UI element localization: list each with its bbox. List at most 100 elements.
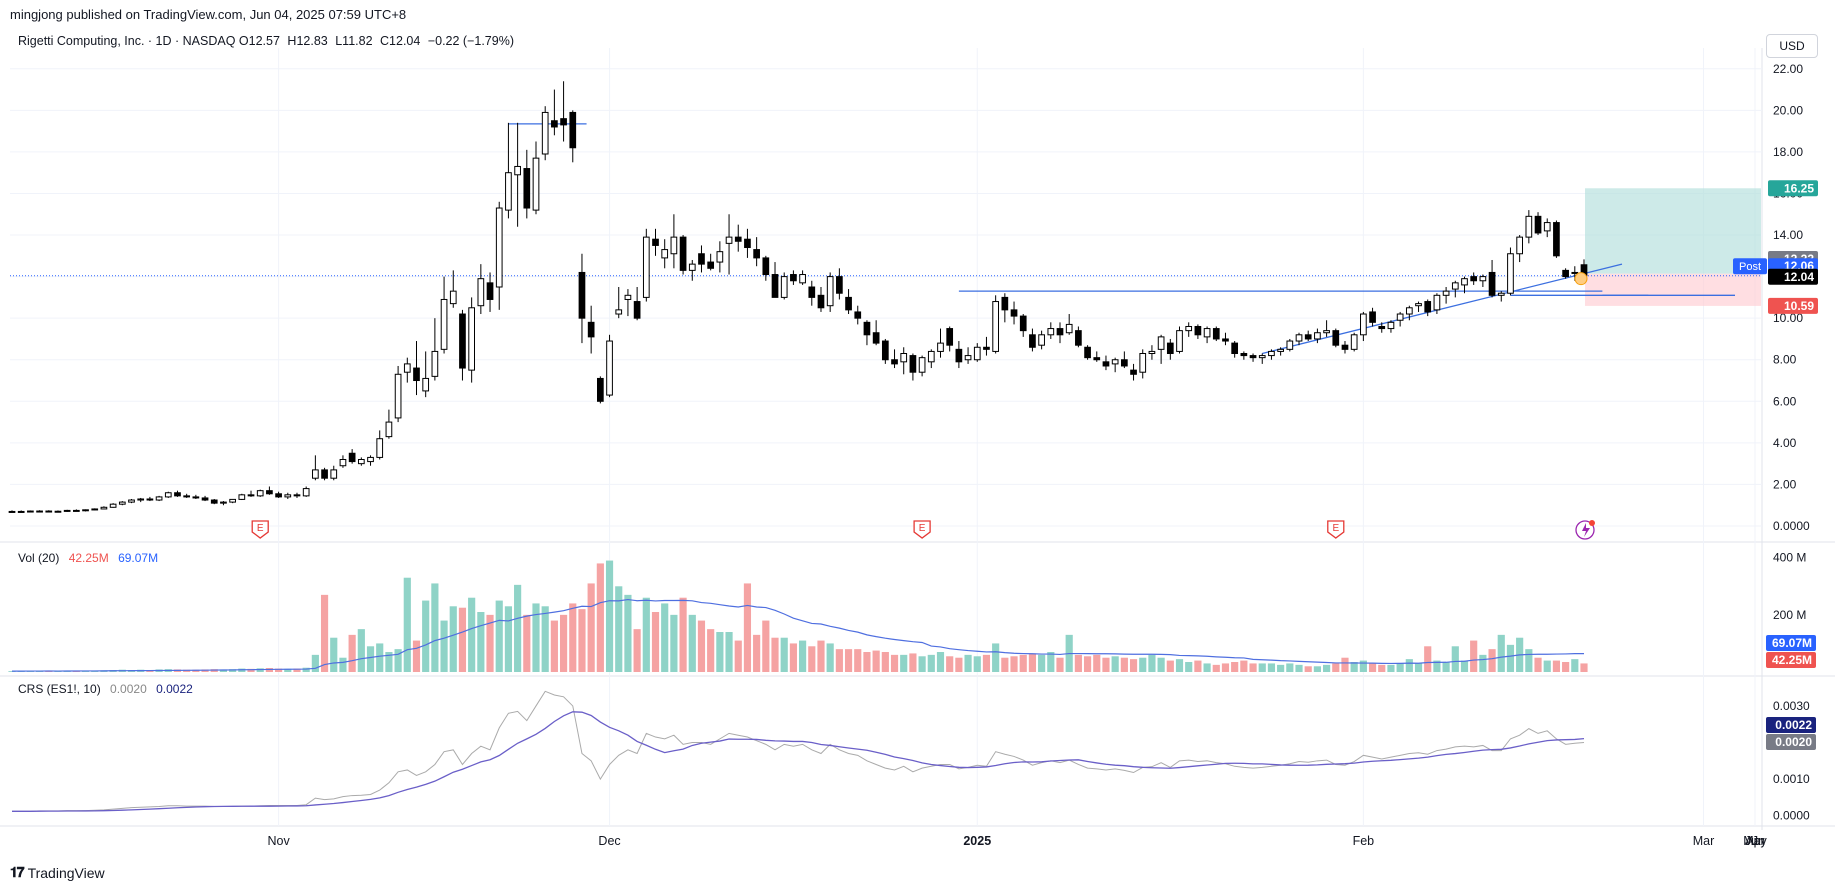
candle <box>27 510 34 513</box>
time-tick-label: Dec <box>598 834 620 848</box>
volume-legend[interactable]: Vol (20) 42.25M 69.07M <box>18 551 158 565</box>
crs-ma-label-bg <box>1766 717 1816 733</box>
volume-bar <box>366 646 375 672</box>
candle <box>872 332 880 344</box>
candle <box>275 493 282 498</box>
volume-bar <box>275 668 283 672</box>
candle <box>137 498 145 501</box>
candle <box>780 276 788 298</box>
volume-bar <box>1488 649 1496 672</box>
candle <box>836 276 843 294</box>
candle <box>688 263 696 271</box>
volume-bar <box>872 650 880 672</box>
earnings-mark: E <box>1332 523 1339 534</box>
candle <box>422 377 430 392</box>
candle <box>983 346 990 350</box>
volume-bar <box>339 657 347 672</box>
candle <box>845 296 852 311</box>
candle <box>495 207 503 288</box>
volume-ma-line <box>12 598 1584 672</box>
earnings-icon <box>251 520 269 539</box>
candle <box>477 278 485 307</box>
candle <box>1093 357 1101 361</box>
volume-bar <box>1148 654 1156 672</box>
volume-bar <box>1038 654 1046 672</box>
candle <box>1047 328 1055 336</box>
candle <box>725 236 733 244</box>
candle <box>560 118 567 126</box>
time-tick-label: 2025 <box>963 834 991 848</box>
brand[interactable]: 𝟏𝟕 TradingView <box>10 864 105 881</box>
candle <box>146 498 154 501</box>
volume-bar <box>385 652 393 672</box>
candle <box>1194 325 1202 336</box>
symbol-label[interactable]: Rigetti Computing, Inc. · 1D · NASDAQ <box>18 34 236 48</box>
volume-bar <box>679 597 687 672</box>
candle <box>790 274 797 282</box>
last-price-label: 12.04 <box>1784 270 1814 284</box>
volume-bar <box>1341 657 1349 672</box>
volume-bar <box>1497 634 1505 672</box>
candle <box>1415 303 1422 307</box>
candle <box>1553 222 1560 257</box>
brand-name: TradingView <box>27 864 105 881</box>
candle <box>1360 313 1367 336</box>
volume-bar <box>927 654 935 672</box>
volume-bar <box>449 606 457 672</box>
volume-bar <box>422 600 430 672</box>
crs-tick-label: 0.0000 <box>1773 809 1810 823</box>
volume-bar <box>1543 660 1551 672</box>
volume-bar <box>780 637 788 672</box>
candle <box>633 301 641 319</box>
volume-bar <box>1047 652 1055 672</box>
volume-bar <box>1139 657 1147 672</box>
volume-bar <box>1028 653 1037 672</box>
candle <box>1203 328 1211 338</box>
candle <box>909 355 917 373</box>
candle <box>1084 346 1091 359</box>
volume-bar <box>403 577 411 672</box>
volume-bar <box>192 669 200 672</box>
crs-ma-label: 0.0022 <box>1775 718 1812 732</box>
candle <box>1479 276 1487 282</box>
candle <box>54 510 62 513</box>
candle <box>1130 369 1137 375</box>
target-price-label-bg <box>1768 180 1818 197</box>
volume-bar <box>486 614 494 672</box>
currency-button[interactable]: USD <box>1766 34 1818 58</box>
candle <box>164 492 172 498</box>
alert-marker-icon <box>1574 272 1588 286</box>
crs-legend[interactable]: CRS (ES1!, 10) 0.0020 0.0022 <box>18 682 193 696</box>
volume-bar <box>624 594 632 672</box>
volume-bar <box>1074 654 1082 672</box>
lightning-icon <box>1582 523 1590 537</box>
time-tick-label: Jun <box>1745 834 1765 848</box>
candle <box>247 494 255 497</box>
volume-bar <box>716 632 724 672</box>
candle <box>1102 361 1110 367</box>
volume-bar <box>1277 664 1285 672</box>
volume-bar <box>854 649 862 672</box>
candle <box>266 490 273 495</box>
crs-title: CRS (ES1!, 10) <box>18 682 101 696</box>
volume-ma-label-bg <box>1766 635 1816 651</box>
candle <box>1166 342 1174 355</box>
candle <box>541 111 549 155</box>
volume-bar <box>1424 646 1432 672</box>
candle <box>256 490 264 497</box>
volume-bar <box>734 640 742 672</box>
low-value: L11.82 <box>335 34 373 48</box>
volume-tick-label: 200 M <box>1773 608 1806 622</box>
candle <box>753 249 760 259</box>
volume-bar <box>320 594 329 672</box>
volume-bar <box>394 649 402 672</box>
volume-bar <box>1240 660 1248 672</box>
volume-bar <box>1111 656 1119 672</box>
volume-bar <box>523 614 531 672</box>
candle <box>946 328 954 346</box>
volume-bar <box>1295 664 1303 672</box>
volume-bar <box>1249 663 1257 672</box>
candle <box>652 238 659 246</box>
stop-zone <box>1585 273 1761 306</box>
candle <box>1516 236 1523 255</box>
